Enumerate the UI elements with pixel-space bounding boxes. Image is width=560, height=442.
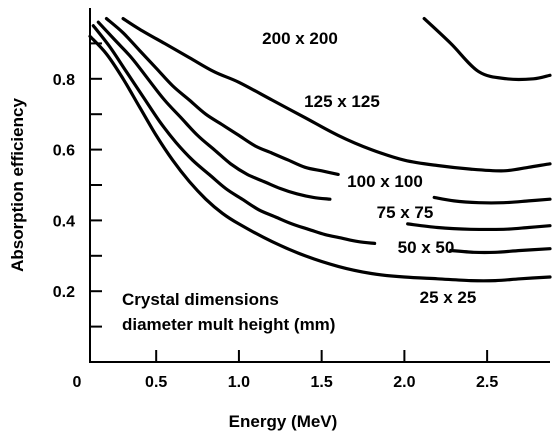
y-axis-title: Absorption efficiency xyxy=(8,98,27,272)
y-tick-label: 0.4 xyxy=(53,213,75,230)
curve-label-100-x-100: 100 x 100 xyxy=(347,172,423,191)
x-tick-label: 2.5 xyxy=(476,374,498,391)
curve-50-x-50 xyxy=(91,24,377,245)
axis-frame xyxy=(89,8,550,363)
x-origin-label: 0 xyxy=(73,374,82,391)
curve-75-x-75-right xyxy=(406,222,552,232)
curve-label-125-x-125: 125 x 125 xyxy=(304,92,380,111)
curve-125-x-125 xyxy=(121,17,552,173)
curve-label-200-x-200: 200 x 200 xyxy=(262,29,338,48)
y-tick-label: 0.6 xyxy=(53,143,75,160)
x-tick-label: 2.0 xyxy=(393,374,415,391)
curve-label-75-x-75: 75 x 75 xyxy=(377,203,434,222)
curve-100-x-100-right xyxy=(432,195,552,205)
curves xyxy=(88,17,552,283)
curve-75-x-75 xyxy=(96,20,332,201)
curve-25-x-25 xyxy=(88,34,552,283)
curve-100-x-100 xyxy=(104,17,340,176)
x-tick-label: 1.0 xyxy=(228,374,250,391)
labels: 200 x 200 125 x 125 100 x 100 75 x 75 50 x 5… xyxy=(262,29,476,307)
axes: 0.2 0.4 0.6 0.8 0.5 1.0 1.5 2.0 2.5 0 xyxy=(53,8,550,391)
x-tick-label: 1.5 xyxy=(311,374,333,391)
x-axis-title: Energy (MeV) xyxy=(229,412,338,431)
y-tick-label: 0.8 xyxy=(53,72,75,89)
x-tick-label: 0.5 xyxy=(145,374,167,391)
curve-label-50-x-50: 50 x 50 xyxy=(398,238,455,257)
y-tick-label: 0.2 xyxy=(53,284,75,301)
annotation-line-2: diameter mult height (mm) xyxy=(122,315,335,334)
curve-200-x-200 xyxy=(422,17,552,82)
annotation-line-1: Crystal dimensions xyxy=(122,290,279,309)
curve-label-25-x-25: 25 x 25 xyxy=(420,288,477,307)
curve-50-x-50-right xyxy=(449,247,552,255)
